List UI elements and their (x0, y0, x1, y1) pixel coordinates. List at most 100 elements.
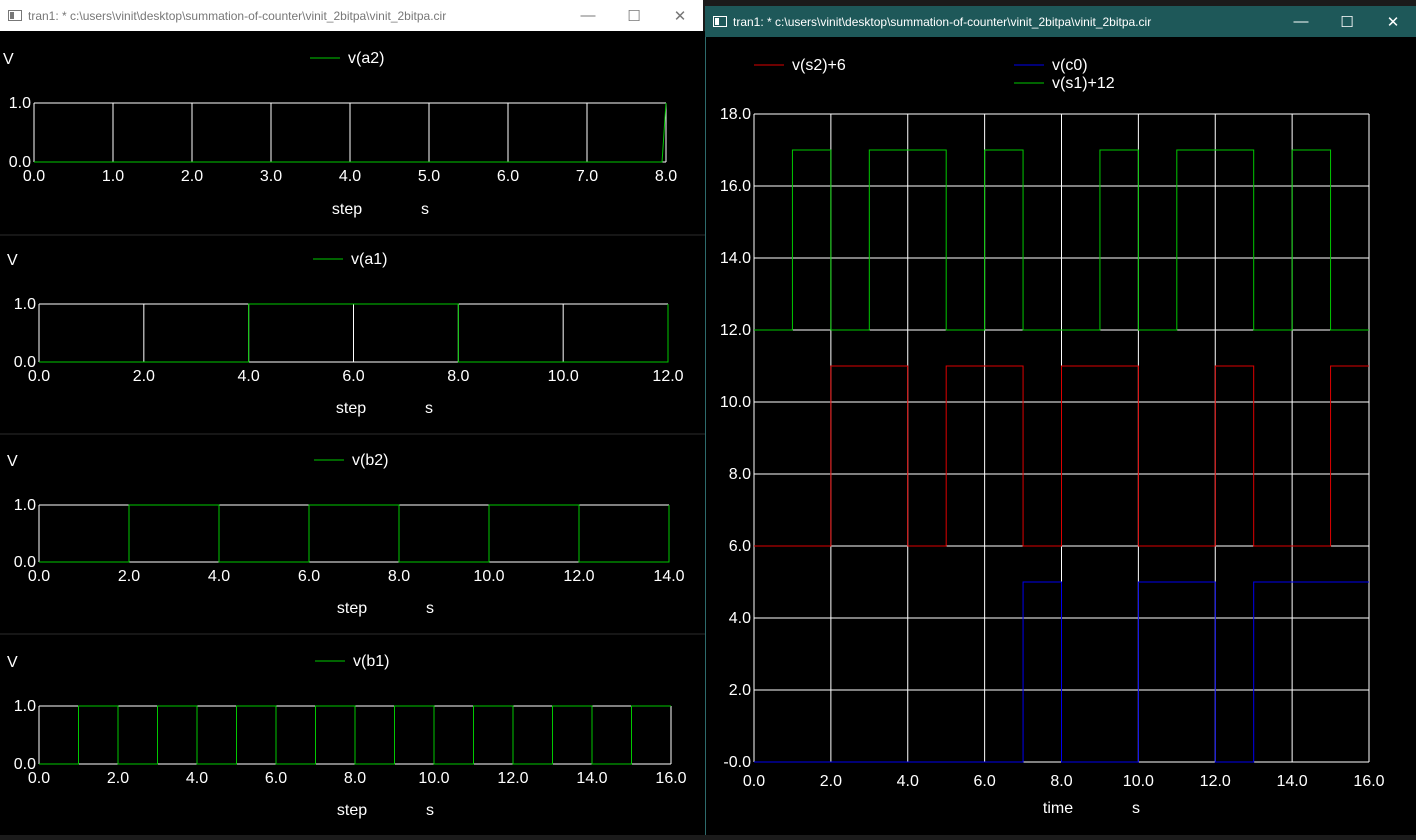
maximize-button[interactable]: ☐ (627, 7, 641, 25)
y-tick-label: 14.0 (720, 250, 751, 267)
x-tick-label: 10.0 (548, 368, 579, 385)
plot-5: 0.0 2.0 4.0 6.0 8.0 10.0 12.0 14.0 16.0 -0.0 2.0 4.… (720, 57, 1385, 817)
x-tick-label: 3.0 (260, 168, 282, 185)
series-line-v(b2) (39, 504, 670, 563)
y-tick-label: 0.0 (9, 154, 31, 171)
y-tick-label: 2.0 (729, 682, 751, 699)
x-tick-label: 2.0 (118, 568, 140, 585)
y-tick-label: 1.0 (9, 95, 31, 112)
x-tick-label: 0.0 (743, 773, 765, 790)
x-tick-label: 0.0 (28, 368, 50, 385)
x-tick-label: 4.0 (208, 568, 230, 585)
legend-label: v(b2) (352, 452, 388, 469)
x-tick-label: 4.0 (186, 770, 208, 787)
x-tick-label: 0.0 (28, 770, 50, 787)
x-axis-unit: s (426, 802, 434, 819)
x-tick-label: 6.0 (342, 368, 364, 385)
x-tick-label: 8.0 (388, 568, 410, 585)
x-tick-label: 8.0 (655, 168, 677, 185)
right-window-title: tran1: * c:\users\vinit\desktop\summatio… (733, 14, 1152, 29)
maximize-button[interactable]: ☐ (1340, 13, 1354, 31)
x-axis-label: time (1043, 800, 1073, 817)
x-tick-label: 0.0 (23, 168, 45, 185)
y-tick-label: 10.0 (720, 394, 751, 411)
x-tick-label: 8.0 (1050, 773, 1072, 790)
x-tick-label: 6.0 (497, 168, 519, 185)
x-tick-label: 6.0 (265, 770, 287, 787)
x-tick-label: 7.0 (576, 168, 598, 185)
series-line-v(a1) (39, 303, 669, 363)
x-tick-label: 14.0 (576, 770, 607, 787)
close-button[interactable]: ✕ (673, 7, 687, 25)
app-window-icon (713, 16, 727, 27)
legend-label: v(s2)+6 (792, 57, 846, 74)
x-axis-unit: s (426, 600, 434, 617)
x-tick-label: 2.0 (107, 770, 129, 787)
left-window-titlebar[interactable]: tran1: * c:\users\vinit\desktop\summatio… (0, 0, 703, 31)
x-tick-label: 12.0 (652, 368, 683, 385)
x-tick-label: 8.0 (447, 368, 469, 385)
x-axis-unit: s (1132, 800, 1140, 817)
series-line-v(a2) (34, 102, 667, 163)
x-axis-label: step (336, 400, 366, 417)
plot-4: 0.0 2.0 4.0 6.0 8.0 10.0 12.0 14.0 16.0 0.0 1.0 Vst… (7, 653, 687, 819)
y-axis-label: V (7, 654, 18, 671)
x-tick-label: 8.0 (344, 770, 366, 787)
x-axis-unit: s (421, 201, 429, 218)
y-tick-label: 1.0 (14, 296, 36, 313)
y-tick-label: 12.0 (720, 322, 751, 339)
right-window-titlebar[interactable]: tran1: * c:\users\vinit\desktop\summatio… (705, 6, 1416, 37)
y-tick-label: 4.0 (729, 610, 751, 627)
x-tick-label: 14.0 (653, 568, 684, 585)
x-axis-label: step (337, 802, 367, 819)
x-tick-label: 6.0 (974, 773, 996, 790)
x-tick-label: 4.0 (897, 773, 919, 790)
x-tick-label: 4.0 (339, 168, 361, 185)
x-tick-label: 4.0 (238, 368, 260, 385)
x-tick-label: 10.0 (473, 568, 504, 585)
x-axis-unit: s (425, 400, 433, 417)
legend-label: v(s1)+12 (1052, 75, 1115, 92)
x-tick-label: 10.0 (1123, 773, 1154, 790)
legend-label: v(b1) (353, 653, 389, 670)
series-line-v(s2)+6 (754, 365, 1369, 547)
x-tick-label: 12.0 (1200, 773, 1231, 790)
close-button[interactable]: ✕ (1386, 13, 1400, 31)
minimize-button[interactable]: — (580, 7, 596, 24)
x-tick-label: 2.0 (133, 368, 155, 385)
y-tick-label: 0.0 (14, 756, 36, 773)
legend-label: v(c0) (1052, 57, 1088, 74)
x-tick-label: 16.0 (655, 770, 686, 787)
series-line-v(b1) (39, 705, 671, 765)
y-tick-label: 16.0 (720, 178, 751, 195)
minimize-button[interactable]: — (1293, 13, 1309, 30)
x-tick-label: 5.0 (418, 168, 440, 185)
x-axis-label: step (337, 600, 367, 617)
y-tick-label: 6.0 (729, 538, 751, 555)
y-tick-label: -0.0 (723, 754, 751, 771)
x-tick-label: 12.0 (563, 568, 594, 585)
x-tick-label: 2.0 (181, 168, 203, 185)
right-plot-svg: 0.0 2.0 4.0 6.0 8.0 10.0 12.0 14.0 16.0 -0.0 2.0 4.… (720, 57, 1385, 817)
app-window-icon (8, 10, 22, 21)
x-tick-label: 16.0 (1353, 773, 1384, 790)
series-line-v(s1)+12 (754, 149, 1369, 331)
x-tick-label: 10.0 (418, 770, 449, 787)
x-axis-label: step (332, 201, 362, 218)
y-tick-label: 1.0 (14, 497, 36, 514)
y-tick-label: 0.0 (14, 354, 36, 371)
left-window-title: tran1: * c:\users\vinit\desktop\summatio… (28, 8, 447, 23)
x-tick-label: 0.0 (28, 568, 50, 585)
series-line-v(c0) (754, 581, 1369, 763)
y-tick-label: 0.0 (14, 554, 36, 571)
x-tick-label: 2.0 (820, 773, 842, 790)
x-tick-label: 1.0 (102, 168, 124, 185)
x-tick-label: 6.0 (298, 568, 320, 585)
y-axis-label: V (7, 252, 18, 269)
x-tick-label: 12.0 (497, 770, 528, 787)
